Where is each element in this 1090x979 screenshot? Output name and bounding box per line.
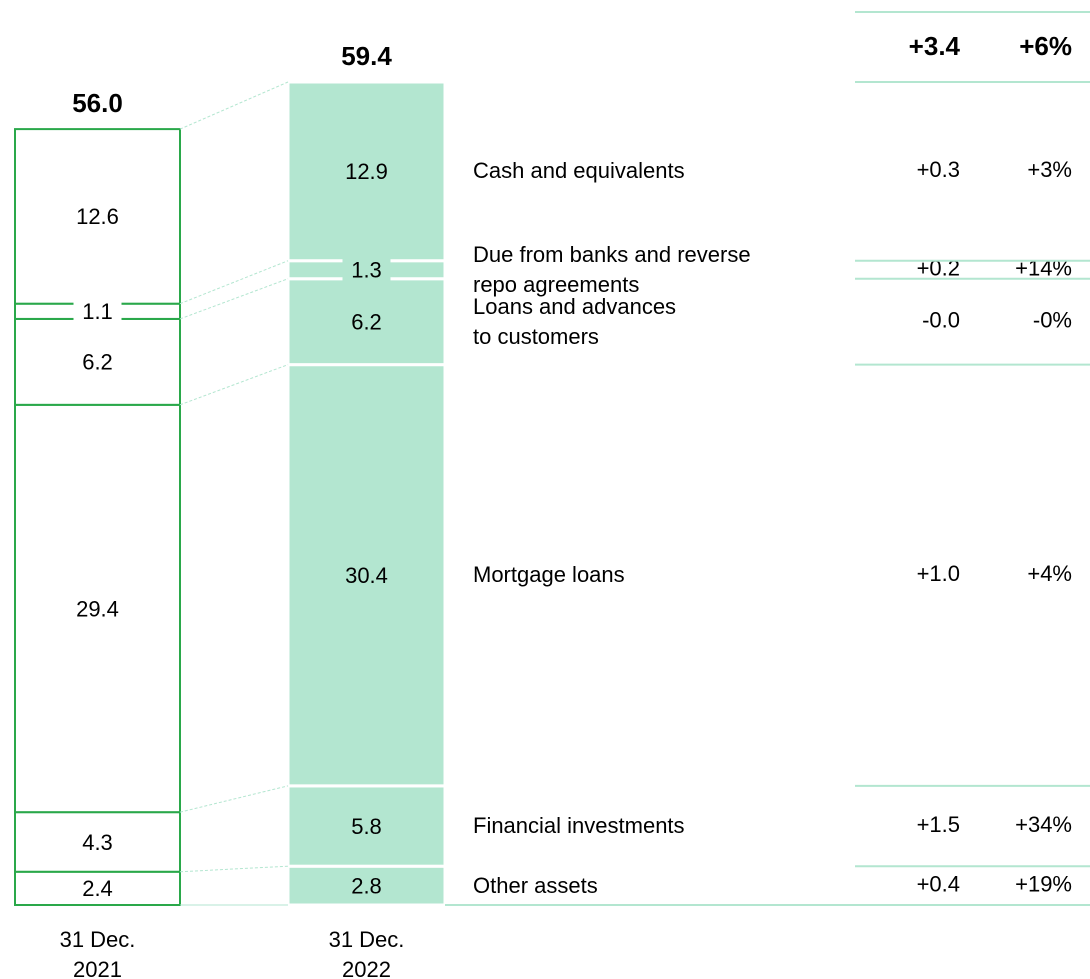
bar-segment [14,870,181,907]
label-bg [342,258,391,281]
connector [179,364,289,406]
connector [179,260,289,305]
segment-label: 2.4 [82,876,113,901]
bar-segment [14,128,181,305]
bar-segment [286,363,447,788]
change-label: +0.4 [917,871,960,896]
bar-segment [286,784,447,868]
total-change: +3.4 [909,31,961,61]
change-label: +0.3 [917,157,960,182]
segment-label: 30.4 [345,563,388,588]
change-pct-label: +4% [1027,561,1072,586]
connector [179,81,289,130]
connector [179,785,289,813]
segment-label: 12.9 [345,159,388,184]
bar-segment [14,403,181,814]
connector [179,278,289,320]
change-pct-label: +19% [1015,871,1072,896]
segment-label: 4.3 [82,830,113,855]
category-label: 31 Dec. 2022 [328,927,405,979]
total-label: 59.4 [341,41,392,71]
change-pct-label: +3% [1027,157,1072,182]
label-bg [73,300,122,323]
segment-label: 12.6 [76,204,119,229]
segment-label: 29.4 [76,596,119,621]
total-label: 56.0 [72,88,123,118]
bar-segment [14,317,181,406]
series-name: Due from banks and reverse repo agreemen… [473,241,751,297]
series-name: Financial investments [473,813,685,839]
series-name: Loans and advances to customers [473,293,677,349]
bar-segment [14,811,181,873]
segment-label: 6.2 [351,310,382,335]
series-name: Other assets [473,872,598,898]
category-label: 31 Dec. 2021 [59,927,136,979]
series-name: Cash and equivalents [473,158,685,184]
segment-label: 6.2 [82,350,113,375]
total-change-pct: +6% [1019,31,1072,61]
series-name: Mortgage loans [473,562,625,588]
segment-label: 1.3 [351,258,382,283]
change-label: +1.5 [917,812,960,837]
bar-segment [286,80,447,263]
bar-segment [286,277,447,367]
change-label: +0.2 [917,256,960,281]
change-label: -0.0 [922,308,960,333]
segment-label: 2.8 [351,873,382,898]
bar-segment [286,864,447,907]
change-label: +1.0 [917,561,960,586]
connector [179,865,289,873]
change-pct-label: +14% [1015,256,1072,281]
change-pct-label: -0% [1033,308,1072,333]
change-pct-label: +34% [1015,812,1072,837]
segment-label: 5.8 [351,814,382,839]
segment-label: 1.1 [82,299,113,324]
